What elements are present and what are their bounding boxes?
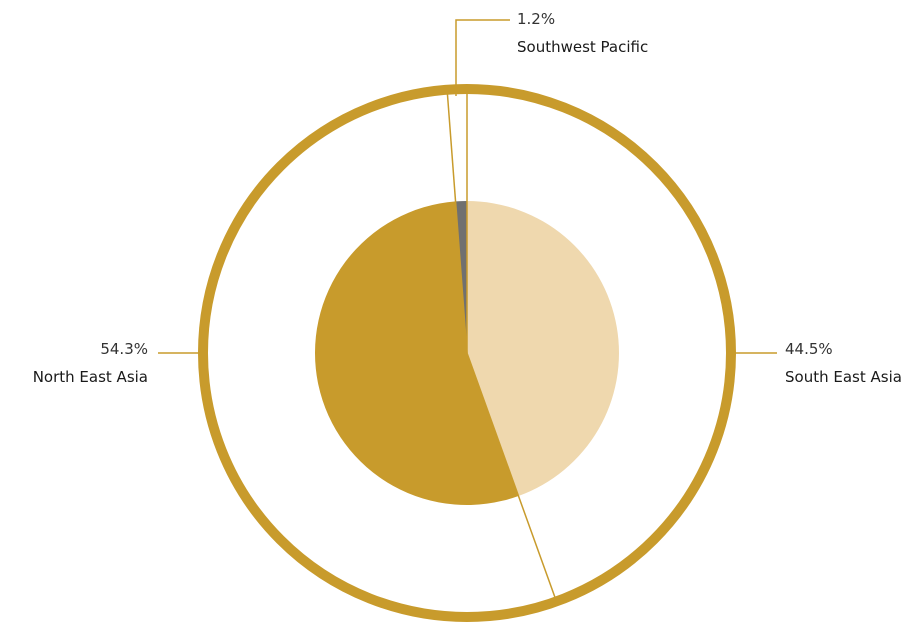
slice-boundary-line-3 (446, 89, 468, 354)
slice-name-southwest-pacific: Southwest Pacific (517, 38, 648, 56)
slice-label-north-east-asia: 54.3% North East Asia (33, 340, 148, 386)
slice-boundary-line-2 (466, 352, 558, 602)
slice-percent-southwest-pacific: 1.2% (517, 10, 555, 28)
slice-name-north-east-asia: North East Asia (33, 368, 148, 386)
leader-lines-layer (158, 19, 777, 602)
slice-name-south-east-asia: South East Asia (785, 368, 902, 386)
pie-slice-south-east-asia (467, 201, 619, 497)
slice-percent-north-east-asia: 54.3% (100, 340, 148, 358)
slice-label-southwest-pacific: 1.2% Southwest Pacific (517, 10, 648, 56)
pie-slices-layer (314, 201, 619, 505)
slice-label-south-east-asia: 44.5% South East Asia (785, 340, 902, 386)
callout-line-southwest-pacific (455, 19, 510, 96)
slice-percent-south-east-asia: 44.5% (785, 340, 833, 358)
pie-slice-north-east-asia (314, 201, 519, 505)
